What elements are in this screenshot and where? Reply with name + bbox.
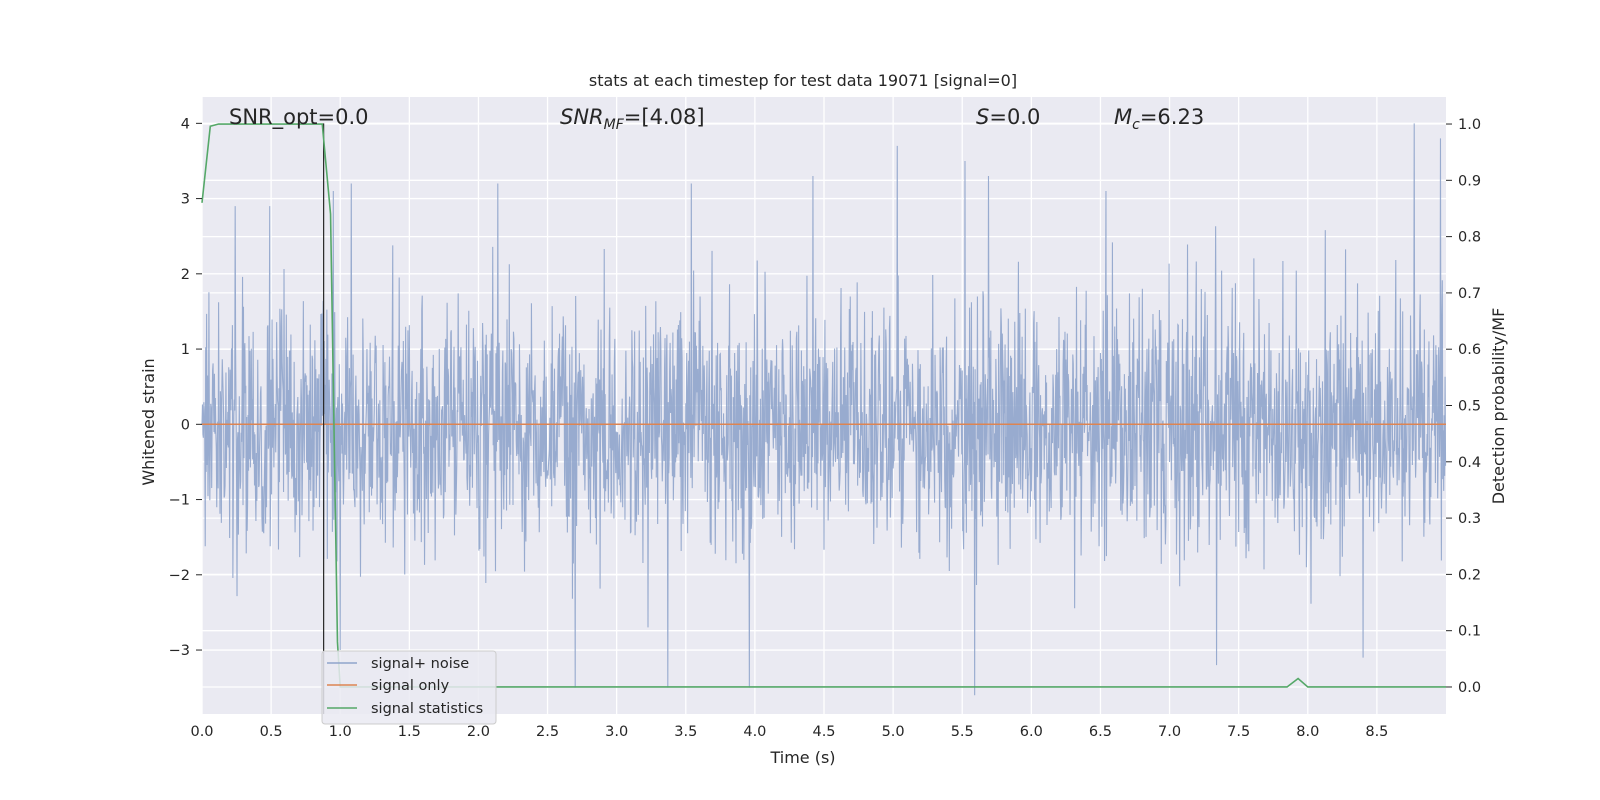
annotation-snr-mf: SNRMF=[4.08]: [560, 105, 705, 133]
mc-symbol: M: [1114, 105, 1132, 129]
x-tick-label: 7.0: [1158, 724, 1181, 740]
annotation-mc: Mc=6.23: [1114, 105, 1204, 133]
snr-mf-value: =[4.08]: [624, 105, 705, 129]
y-axis-ticks: 4 3 2 1 0 −1 −2 −3: [169, 116, 202, 659]
y2-tick-label: 0.6: [1458, 342, 1481, 358]
y-tick-label: 1: [181, 342, 190, 358]
legend: signal+ noise signal only signal statist…: [321, 650, 497, 725]
signal-noise-trace: [201, 123, 1447, 696]
x-tick-label: 3.5: [674, 724, 697, 740]
x-tick-label: 6.0: [1020, 724, 1043, 740]
y-tick-label: 2: [181, 267, 190, 283]
y2-axis-label: Detection probability/MF: [1489, 308, 1508, 505]
snr-mf-subscript: MF: [604, 117, 625, 133]
x-tick-label: 0.5: [260, 724, 283, 740]
y-tick-label: 3: [181, 192, 190, 208]
x-tick-label: 4.5: [812, 724, 835, 740]
y2-tick-label: 0.4: [1458, 455, 1481, 471]
x-tick-label: 8.5: [1365, 724, 1388, 740]
mc-value: =6.23: [1140, 105, 1204, 129]
y2-tick-label: 0.3: [1458, 511, 1481, 527]
y-tick-label: 0: [181, 417, 190, 433]
signal-statistics-line: [201, 123, 1446, 688]
y2-tick-label: 0.2: [1458, 567, 1481, 583]
y-tick-label: −1: [169, 493, 190, 509]
s-symbol: S: [976, 105, 989, 129]
chart-title: stats at each timestep for test data 190…: [589, 71, 1017, 90]
x-tick-label: 8.0: [1296, 724, 1319, 740]
x-tick-label: 6.5: [1089, 724, 1112, 740]
y2-tick-label: 0.7: [1458, 286, 1481, 302]
x-tick-label: 4.0: [743, 724, 766, 740]
y2-tick-label: 0.9: [1458, 173, 1481, 189]
y-tick-label: 4: [181, 116, 190, 132]
legend-box: [321, 650, 497, 725]
y2-axis-ticks: 1.0 0.9 0.8 0.7 0.6 0.5 0.4 0.3 0.2 0.1 0.0: [1446, 117, 1481, 696]
annotation-s: S=0.0: [976, 105, 1040, 129]
x-tick-label: 7.5: [1227, 724, 1250, 740]
x-axis-label: Time (s): [769, 748, 835, 767]
s-value: =0.0: [989, 105, 1040, 129]
mc-subscript: c: [1132, 117, 1140, 133]
y-axis-label: Whitened strain: [139, 358, 158, 485]
y2-tick-label: 0.0: [1458, 680, 1481, 696]
signal-noise-series: [201, 123, 1447, 696]
x-tick-label: 3.0: [605, 724, 628, 740]
x-tick-label: 1.0: [329, 724, 352, 740]
y2-tick-label: 0.5: [1458, 399, 1481, 415]
legend-label-signal-only: signal only: [371, 678, 450, 694]
x-tick-label: 0.0: [190, 724, 213, 740]
y-tick-label: −3: [169, 643, 190, 659]
annotation-snr-opt: SNR_opt=0.0: [229, 105, 369, 130]
snr-mf-symbol: SNR: [560, 105, 604, 129]
y2-tick-label: 0.1: [1458, 624, 1481, 640]
x-tick-label: 2.5: [536, 724, 559, 740]
y2-tick-label: 0.8: [1458, 230, 1481, 246]
y-tick-label: −2: [169, 568, 190, 584]
y2-tick-label: 1.0: [1458, 117, 1481, 133]
x-axis-ticks: 0.0 0.5 1.0 1.5 2.0 2.5 3.0 3.5 4.0 4.5 5.0 5.5 6.0 6…: [190, 724, 1388, 740]
legend-label-noise: signal+ noise: [371, 656, 469, 672]
legend-label-statistics: signal statistics: [371, 701, 483, 717]
x-tick-label: 5.5: [951, 724, 974, 740]
x-tick-label: 1.5: [398, 724, 421, 740]
x-tick-label: 5.0: [882, 724, 905, 740]
x-tick-label: 2.0: [467, 724, 490, 740]
